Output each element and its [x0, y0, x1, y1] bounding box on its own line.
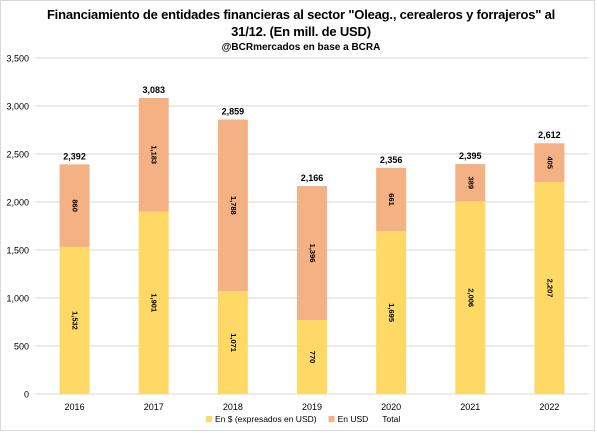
x-tick-label: 2019	[302, 402, 322, 412]
total-label: 2,612	[538, 130, 561, 140]
total-label: 2,395	[459, 151, 482, 161]
chart-title-line-2: 31/12. (En mill. de USD)	[231, 24, 371, 39]
total-label: 2,356	[380, 155, 403, 165]
x-tick-label: 2017	[144, 402, 164, 412]
y-tick-label: 1,500	[6, 246, 29, 256]
data-label: 860	[71, 199, 80, 212]
chart-title-block: Financiamiento de entidades financieras …	[41, 6, 561, 54]
total-label: 2,859	[222, 107, 245, 117]
bar-segment	[534, 182, 565, 394]
data-label: 770	[308, 351, 317, 364]
x-tick-label: 2016	[65, 402, 85, 412]
y-tick-label: 500	[14, 342, 29, 352]
bar-segment	[138, 97, 169, 212]
total-label: 2,166	[301, 173, 324, 183]
data-label: 1,396	[308, 244, 317, 263]
x-tick-label: 2022	[539, 402, 559, 412]
y-tick-label: 3,000	[6, 102, 29, 112]
data-label: 1,532	[71, 311, 80, 330]
y-tick-label: 2,500	[6, 150, 29, 160]
x-tick-label: 2021	[460, 402, 480, 412]
y-tick-label: 0	[24, 390, 29, 400]
legend-label: En USD	[338, 414, 369, 424]
data-label: 1,183	[150, 145, 159, 164]
data-label: 1,901	[150, 293, 159, 312]
bar-segment	[217, 291, 248, 394]
chart-title-line-1: Financiamiento de entidades financieras …	[46, 7, 556, 22]
y-tick-label: 1,000	[6, 294, 29, 304]
legend-swatch	[328, 416, 335, 422]
y-tick-label: 3,500	[6, 54, 29, 64]
data-label: 1,788	[229, 196, 238, 215]
bar-segment	[59, 246, 90, 394]
total-label: 3,083	[142, 85, 165, 95]
data-label: 1,071	[229, 333, 238, 352]
y-tick-label: 2,000	[6, 198, 29, 208]
data-label: 1,695	[387, 303, 396, 322]
data-label: 2,006	[466, 288, 475, 307]
total-label: 2,392	[63, 151, 86, 161]
chart-subtitle: @BCRmercados en base a BCRA	[221, 42, 381, 53]
legend-swatch	[206, 416, 212, 422]
bar-segment	[297, 186, 327, 321]
bar-segment	[534, 143, 565, 183]
bar-segment	[297, 320, 327, 394]
data-label: 2,207	[545, 279, 554, 298]
bar-segment	[376, 231, 407, 394]
bar-segment	[376, 167, 407, 232]
bar-segment	[455, 201, 486, 394]
data-label: 389	[466, 176, 475, 189]
x-tick-label: 2020	[381, 402, 401, 412]
bar-segment	[138, 211, 169, 394]
legend-label: Total	[382, 414, 400, 424]
bar-segment	[59, 164, 90, 247]
data-label: 661	[387, 193, 396, 206]
data-label: 405	[545, 156, 554, 169]
x-tick-label: 2018	[223, 402, 243, 412]
bar-segment	[455, 164, 486, 202]
bar-segment	[217, 119, 248, 292]
legend-label: En $ (expresados en USD)	[215, 414, 317, 424]
